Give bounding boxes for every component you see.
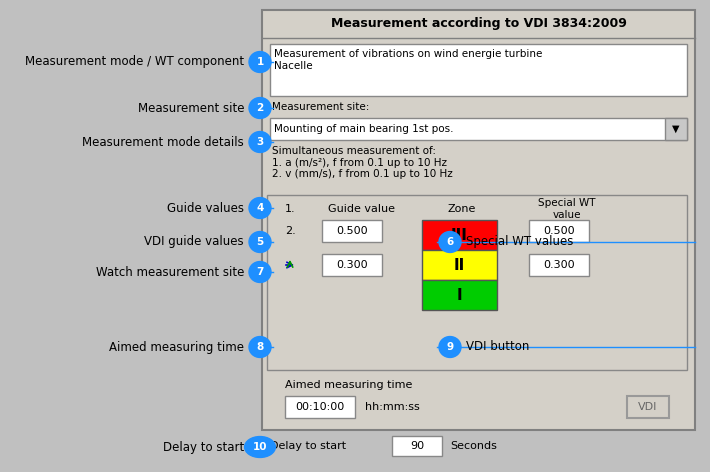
Text: Delay to start: Delay to start xyxy=(270,441,346,451)
Text: Simultaneous measurement of:
1. a (m/s²), f from 0.1 up to 10 Hz
2. v (mm/s), f : Simultaneous measurement of: 1. a (m/s²)… xyxy=(272,146,453,179)
Text: 2: 2 xyxy=(256,103,263,113)
FancyBboxPatch shape xyxy=(270,118,687,140)
Text: hh:mm:ss: hh:mm:ss xyxy=(365,402,420,412)
Ellipse shape xyxy=(249,198,271,219)
FancyBboxPatch shape xyxy=(422,280,497,310)
Text: 10: 10 xyxy=(253,442,267,452)
Text: II: II xyxy=(454,258,465,272)
FancyBboxPatch shape xyxy=(322,220,382,242)
Text: Watch measurement site: Watch measurement site xyxy=(96,265,244,278)
Text: VDI guide values: VDI guide values xyxy=(144,236,244,248)
FancyBboxPatch shape xyxy=(529,220,589,242)
Text: 1: 1 xyxy=(256,57,263,67)
FancyBboxPatch shape xyxy=(392,436,442,456)
Text: Seconds: Seconds xyxy=(450,441,497,451)
Text: Guide values: Guide values xyxy=(167,202,244,214)
Text: 5: 5 xyxy=(256,237,263,247)
Ellipse shape xyxy=(249,98,271,118)
Text: Aimed measuring time: Aimed measuring time xyxy=(285,380,413,390)
Ellipse shape xyxy=(249,132,271,152)
Ellipse shape xyxy=(249,337,271,357)
Text: 6: 6 xyxy=(447,237,454,247)
Text: Special WT
value: Special WT value xyxy=(538,198,596,220)
Text: Zone: Zone xyxy=(448,204,476,214)
Text: VDI: VDI xyxy=(638,402,657,412)
FancyBboxPatch shape xyxy=(262,10,695,430)
Text: Mounting of main bearing 1st pos.: Mounting of main bearing 1st pos. xyxy=(274,124,454,134)
FancyBboxPatch shape xyxy=(422,220,497,250)
Text: Aimed measuring time: Aimed measuring time xyxy=(109,340,244,354)
Text: 9: 9 xyxy=(447,342,454,352)
Text: 0.300: 0.300 xyxy=(337,260,368,270)
Text: 2.: 2. xyxy=(285,226,296,236)
Text: Measurement site: Measurement site xyxy=(138,101,244,115)
Text: ▼: ▼ xyxy=(672,124,679,134)
Ellipse shape xyxy=(439,337,461,357)
FancyBboxPatch shape xyxy=(322,254,382,276)
Ellipse shape xyxy=(245,437,275,457)
Ellipse shape xyxy=(249,232,271,253)
FancyBboxPatch shape xyxy=(627,396,669,418)
Text: Measurement of vibrations on wind energie turbine
Nacelle: Measurement of vibrations on wind energi… xyxy=(274,49,542,71)
FancyBboxPatch shape xyxy=(285,396,355,418)
Text: Guide value: Guide value xyxy=(329,204,395,214)
Text: Measurement according to VDI 3834:2009: Measurement according to VDI 3834:2009 xyxy=(331,17,626,31)
Text: VDI button: VDI button xyxy=(466,340,530,354)
Text: 0.300: 0.300 xyxy=(543,260,575,270)
Text: 8: 8 xyxy=(256,342,263,352)
FancyBboxPatch shape xyxy=(422,250,497,280)
FancyBboxPatch shape xyxy=(267,195,687,370)
Text: 0.500: 0.500 xyxy=(337,226,368,236)
Text: Measurement site:: Measurement site: xyxy=(272,102,369,112)
Ellipse shape xyxy=(439,232,461,253)
FancyBboxPatch shape xyxy=(529,254,589,276)
Ellipse shape xyxy=(249,261,271,282)
Ellipse shape xyxy=(249,51,271,72)
FancyBboxPatch shape xyxy=(270,44,687,96)
Text: Delay to start: Delay to start xyxy=(163,440,244,454)
Text: Measurement mode details: Measurement mode details xyxy=(82,135,244,149)
Text: Measurement mode / WT component: Measurement mode / WT component xyxy=(25,56,244,68)
Text: 7: 7 xyxy=(256,267,263,277)
Text: Special WT values: Special WT values xyxy=(466,236,574,248)
Text: 00:10:00: 00:10:00 xyxy=(295,402,344,412)
Text: 0.500: 0.500 xyxy=(543,226,575,236)
Text: I: I xyxy=(457,287,462,303)
FancyBboxPatch shape xyxy=(665,118,687,140)
Text: 4: 4 xyxy=(256,203,263,213)
Text: 1.: 1. xyxy=(285,204,295,214)
Text: III: III xyxy=(451,228,468,243)
Text: 90: 90 xyxy=(410,441,424,451)
Text: 3: 3 xyxy=(256,137,263,147)
